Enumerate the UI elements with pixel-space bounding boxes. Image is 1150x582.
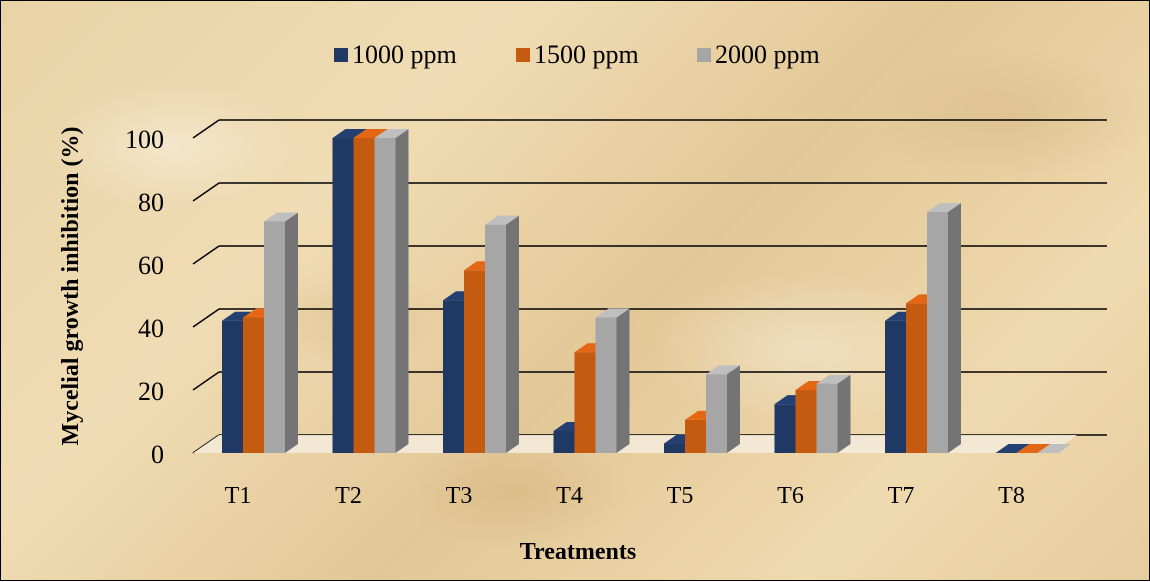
x-tick-label: T1 — [225, 483, 252, 509]
legend-swatch — [697, 48, 711, 62]
y-tick-label: 40 — [138, 314, 164, 343]
bar-front — [222, 321, 243, 453]
legend-label: 2000 ppm — [715, 40, 820, 69]
x-axis-ticks: T1 T2 T3 T4 T5 T6 T7 T8 — [225, 483, 1025, 509]
bar-front — [906, 303, 927, 453]
gridline-connector — [193, 120, 219, 138]
x-tick-label: T3 — [446, 483, 473, 509]
bar-front — [706, 374, 727, 453]
bar-front — [464, 270, 485, 453]
y-tick-label: 60 — [138, 251, 164, 280]
gridlines — [193, 120, 1107, 453]
y-tick-label: 20 — [138, 377, 164, 406]
y-tick-label: 0 — [151, 440, 164, 469]
y-tick-label: 100 — [125, 125, 164, 154]
y-axis-ticks: 0 20 40 60 80 100 — [125, 125, 164, 469]
gridline-connector — [193, 309, 219, 327]
bar-front — [885, 321, 906, 453]
bar-side — [948, 203, 961, 453]
gridline-connector — [193, 372, 219, 390]
bar-front — [243, 318, 264, 453]
bar-front — [927, 212, 948, 453]
y-tick-label: 80 — [138, 188, 164, 217]
x-axis-title: Treatments — [520, 539, 636, 565]
bar-front — [796, 390, 817, 453]
x-tick-label: T5 — [667, 483, 694, 509]
bar-front — [817, 384, 838, 453]
bar-front — [775, 404, 796, 453]
gridline-connector — [193, 246, 219, 264]
bar-front — [664, 444, 685, 453]
legend-swatch — [334, 48, 348, 62]
bar-front — [375, 138, 396, 453]
bar-front — [575, 352, 596, 453]
bar-front — [264, 221, 285, 453]
legend-swatch — [516, 48, 530, 62]
x-tick-label: T8 — [998, 483, 1025, 509]
bar-front — [333, 138, 354, 453]
bar-front — [554, 431, 575, 453]
bars — [222, 129, 1072, 453]
x-tick-label: T7 — [888, 483, 915, 509]
bar-front — [485, 225, 506, 453]
bar-side — [617, 309, 630, 453]
bar-front — [596, 318, 617, 453]
legend-label: 1500 ppm — [534, 40, 639, 69]
gridline-connector — [193, 183, 219, 201]
bar-side — [285, 212, 298, 453]
bar-front — [685, 420, 706, 453]
bar-side — [727, 365, 740, 453]
bar-side — [506, 216, 519, 453]
legend: 1000 ppm 1500 ppm 2000 ppm — [334, 40, 820, 69]
x-tick-label: T6 — [777, 483, 804, 509]
bar-front — [443, 300, 464, 453]
bar-side — [396, 129, 409, 453]
x-tick-label: T2 — [335, 483, 362, 509]
bar-side — [838, 375, 851, 453]
legend-label: 1000 ppm — [352, 40, 457, 69]
bar-front — [354, 138, 375, 453]
x-tick-label: T4 — [556, 483, 583, 509]
y-axis-title: Mycelial growth inhibition (%) — [58, 127, 84, 446]
